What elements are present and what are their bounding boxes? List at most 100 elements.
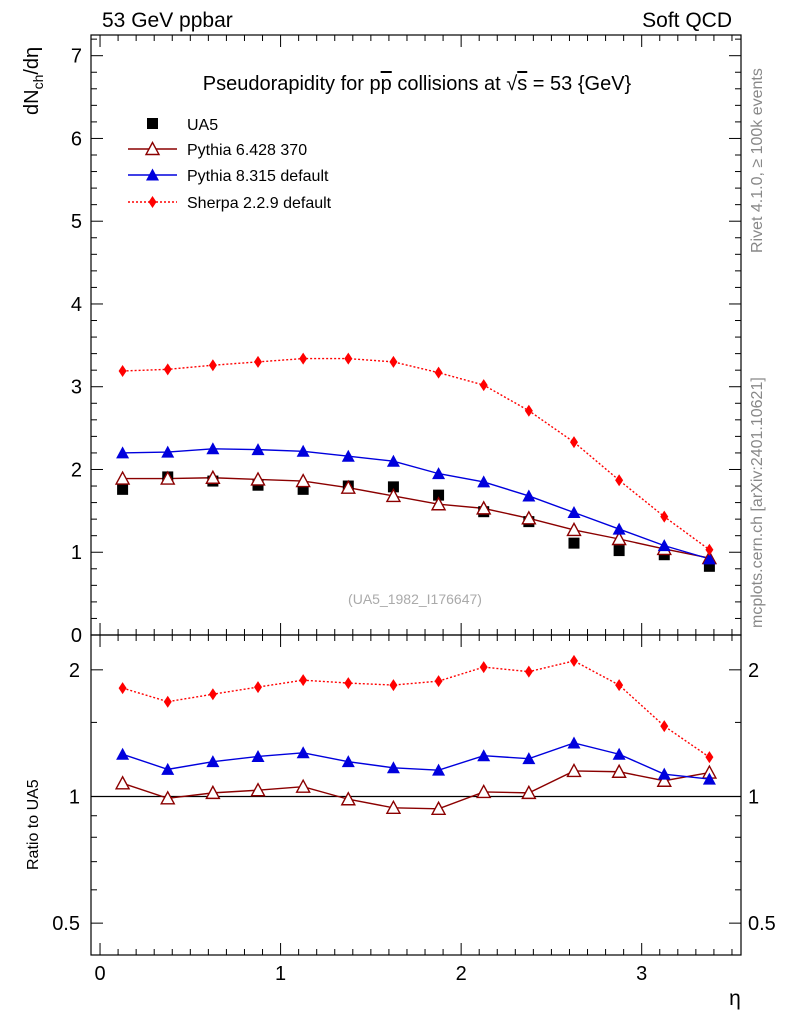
main-point-2: [522, 489, 536, 502]
main-point-2: [206, 442, 220, 455]
legend-label-pythia6: Pythia 6.428 370: [187, 142, 307, 159]
legend-label-ua5: UA5: [187, 117, 218, 134]
main-point-1: [476, 500, 492, 515]
ratio-point-3: [434, 675, 443, 688]
ratio-y-tick-label-right: 2: [748, 660, 759, 682]
main-y-tick-label: 5: [71, 211, 82, 233]
main-axes: 0 1 2 3 4 5 6 7: [71, 35, 741, 647]
ratio-point-3: [660, 720, 669, 733]
ratio-point-1: [250, 782, 266, 797]
ratio-point-1: [340, 791, 356, 806]
main-point-2: [612, 522, 626, 535]
main-point-2: [432, 467, 446, 480]
main-point-2: [567, 506, 581, 519]
ratio-point-2: [522, 752, 536, 765]
legend-item-ua5: UA5: [147, 117, 218, 134]
legend-item-pythia8: Pythia 8.315 default: [128, 168, 329, 185]
main-point-2: [341, 449, 355, 462]
ratio-point-1: [205, 784, 221, 800]
ratio-point-2: [567, 736, 581, 749]
ratio-point-1: [160, 790, 176, 805]
main-point-1: [385, 487, 402, 503]
ratio-point-3: [163, 695, 172, 708]
mcplots-reference-label: mcplots.cern.ch [arXiv:2401.10621]: [749, 377, 766, 628]
ratio-point-3: [705, 751, 714, 764]
main-point-0: [568, 537, 580, 549]
x-tick-label: 2: [456, 963, 467, 985]
legend-marker-ua5: [147, 118, 158, 129]
legend-marker-sherpa: [148, 196, 157, 208]
main-point-0: [703, 560, 715, 572]
main-point-2: [477, 475, 491, 488]
ratio-point-3: [615, 679, 624, 692]
ratio-panel-frame: [90, 634, 742, 956]
main-point-0: [613, 545, 625, 557]
ratio-point-2: [702, 772, 716, 785]
main-y-tick-label: 1: [71, 542, 82, 564]
rivet-version-label: Rivet 4.1.0, ≥ 100k events: [749, 68, 766, 253]
main-point-2: [386, 454, 400, 467]
ratio-point-1: [566, 762, 582, 778]
main-point-3: [163, 363, 172, 376]
ratio-point-3: [569, 654, 578, 667]
main-series-line-2: [122, 448, 710, 560]
main-y-tick-label: 3: [71, 377, 82, 399]
x-axis-label: η: [729, 987, 741, 1010]
ratio-point-2: [206, 755, 220, 768]
main-series: [114, 352, 718, 572]
main-point-1: [295, 473, 311, 488]
main-point-3: [615, 474, 624, 487]
main-point-3: [524, 404, 533, 417]
main-point-2: [161, 445, 175, 458]
legend-label-sherpa: Sherpa 2.2.9 default: [187, 195, 332, 212]
legend-marker-pythia8: [146, 168, 159, 181]
ratio-point-3: [118, 682, 127, 695]
ratio-point-2: [432, 763, 446, 776]
legend: UA5 Pythia 6.428 370 Pythia 8.315 defaul…: [128, 117, 332, 212]
x-tick-label: 3: [636, 963, 647, 985]
ratio-point-2: [116, 747, 130, 760]
legend-label-pythia8: Pythia 8.315 default: [187, 168, 329, 185]
ratio-point-2: [251, 749, 265, 762]
ratio-axes: 0 1 2 3 0.5 0.5 1 1 2 2: [52, 635, 776, 985]
ratio-y-tick-label-left: 1: [69, 786, 80, 808]
main-series-line-3: [122, 357, 710, 551]
main-y-axis-label: dNch/dη: [21, 47, 46, 115]
main-point-2: [296, 444, 310, 457]
main-point-2: [702, 552, 716, 565]
main-point-3: [254, 355, 263, 368]
ratio-point-2: [386, 761, 400, 774]
ratio-y-tick-label-left: 0.5: [52, 913, 80, 935]
main-y-tick-label: 2: [71, 459, 82, 481]
x-tick-label: 0: [94, 963, 105, 985]
main-series-line-1: [122, 477, 710, 559]
main-point-2: [657, 539, 671, 552]
main-point-0: [297, 483, 309, 495]
ratio-series: [114, 654, 718, 815]
main-point-1: [114, 470, 131, 485]
main-point-0: [433, 489, 445, 501]
main-point-2: [116, 446, 130, 459]
analysis-watermark: (UA5_1982_I176647): [348, 591, 482, 607]
main-point-1: [566, 521, 582, 537]
ratio-point-3: [208, 688, 217, 701]
chart-title: Pseudorapidity for pp collisions at √s =…: [203, 73, 632, 95]
ratio-y-axis-label: Ratio to UA5: [25, 779, 42, 870]
main-point-0: [117, 483, 129, 495]
ratio-point-2: [612, 747, 626, 760]
main-point-3: [479, 379, 488, 392]
x-tick-label: 1: [275, 963, 286, 985]
main-point-1: [340, 479, 356, 494]
ratio-point-1: [114, 775, 131, 790]
main-point-1: [205, 469, 221, 484]
main-point-2: [251, 443, 265, 456]
main-point-3: [705, 543, 714, 556]
ratio-point-3: [299, 674, 308, 687]
main-point-1: [521, 510, 537, 525]
ratio-point-3: [254, 681, 263, 694]
ratio-point-1: [430, 800, 447, 815]
main-point-3: [208, 359, 217, 372]
main-point-1: [611, 531, 627, 546]
main-y-tick-label: 7: [71, 46, 82, 68]
header-right: Soft QCD: [642, 9, 732, 32]
